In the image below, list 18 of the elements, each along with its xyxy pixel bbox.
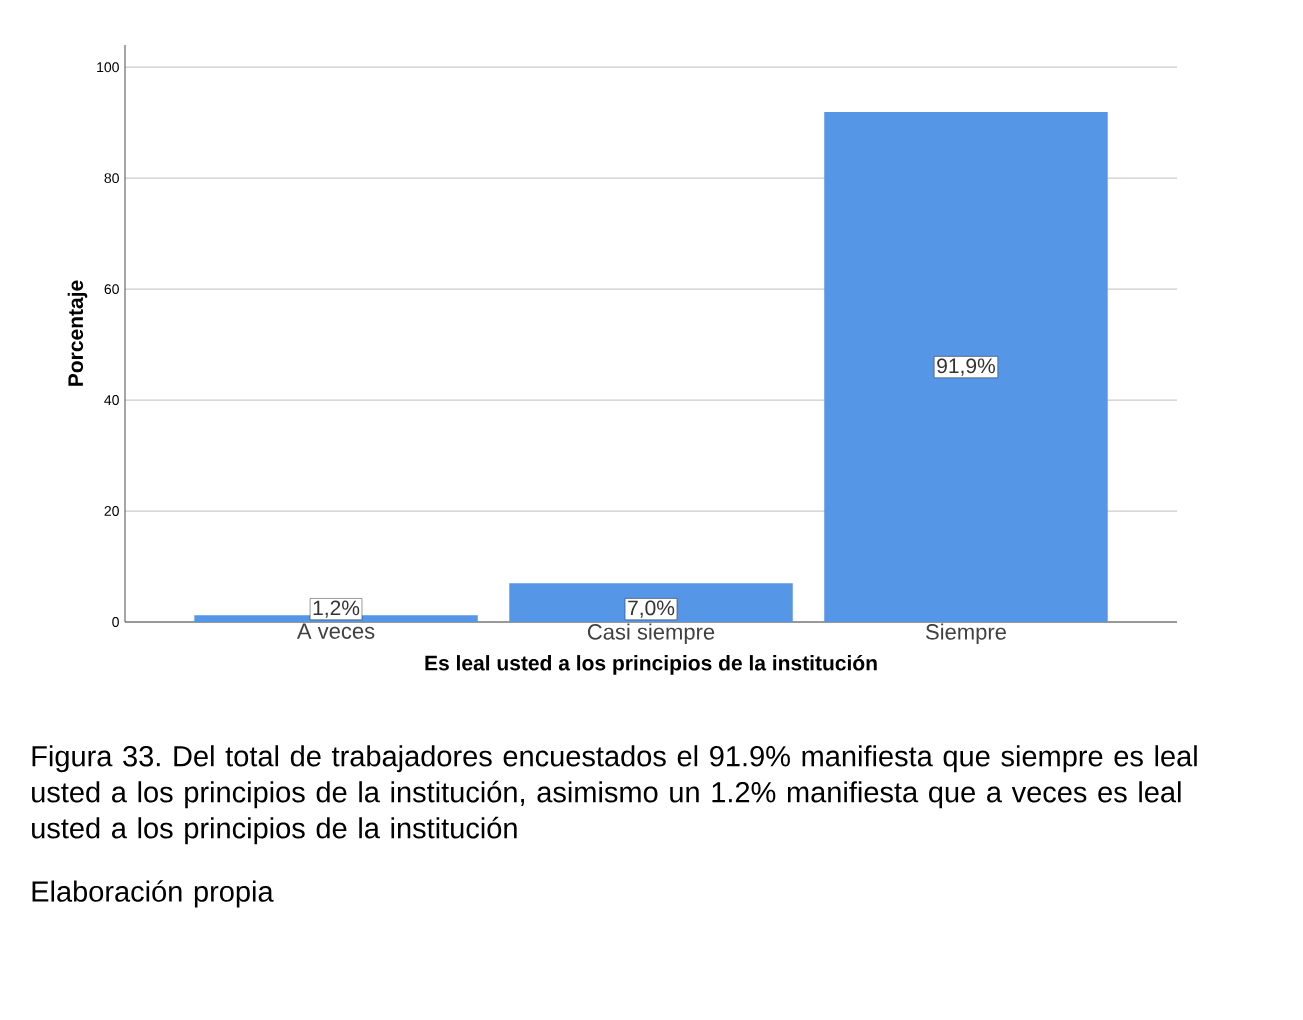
y-tick-label: 80 — [104, 173, 119, 184]
text: Elaboración propia — [32, 880, 274, 908]
x-tick-label: Casi siempre — [587, 623, 715, 645]
data-label: 91,9% — [937, 358, 996, 376]
y-tick-label: 0 — [112, 617, 119, 627]
bar — [509, 583, 793, 622]
x-tick-label: A veces — [296, 623, 375, 639]
data-label: 7,0% — [628, 600, 675, 618]
bar — [824, 112, 1108, 622]
data-label: 1,2% — [313, 600, 360, 618]
y-tick-label: 60 — [104, 284, 119, 295]
y-tick-label: 40 — [104, 395, 119, 406]
y-tick-label: 100 — [97, 62, 119, 73]
x-tick-label: Siempre — [926, 623, 1006, 645]
y-tick-label: 20 — [104, 506, 119, 516]
y-axis-title: Porcentaje — [67, 280, 88, 386]
x-axis-title: Es leal usted a los principios de la institución — [425, 654, 877, 675]
text: Figura 33. Del total de trabajadores encuestados el 91.9% manifiesta que siempre es leal usted a los principios de la institución, asimismo un 1.2% manifiesta que a veces es leal usted a los principios de la institución — [32, 745, 1197, 845]
